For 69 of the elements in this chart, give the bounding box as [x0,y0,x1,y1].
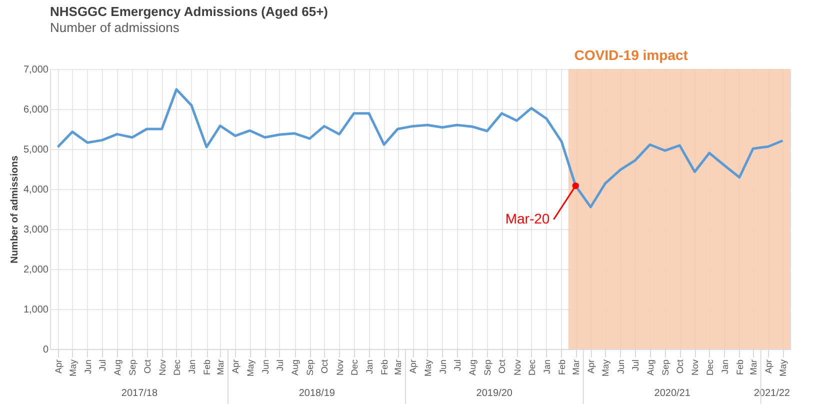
y-tick-label: 0 [42,344,49,356]
x-tick-label: Jun [438,360,448,374]
x-tick-label: Nov [157,359,168,376]
x-tick-label: Feb [202,360,212,376]
x-tick-label: Sep [660,360,671,376]
x-tick-label: Jul [630,360,640,372]
x-tick-label: Feb [556,360,567,376]
x-tick-label: Apr [586,360,596,374]
x-tick-label: Jun [260,360,270,374]
band-label: COVID-19 impact [574,47,688,63]
x-tick-label: Apr [764,360,774,374]
annotation: Mar-20 [505,210,550,226]
text: 2018/19 [298,388,336,399]
x-tick-label: Sep [482,360,493,376]
x-tick-label: Jul [274,360,285,372]
x-tick-label: Mar [571,360,582,375]
text: 2019/20 [476,388,513,399]
x-tick-label: Jul [452,360,462,372]
x-tick-label: May [778,359,788,377]
x-tick-label: Jun [82,360,93,374]
x-tick-label: Oct [675,359,686,374]
x-tick-label: May [600,359,611,377]
chart-title: NHSGGC Emergency Admissions (Aged 65+) [50,4,328,19]
x-tick-label: Jan [542,360,552,374]
x-tick-label: May [245,359,256,377]
text: 2020/21 [654,388,691,399]
x-tick-label: Feb [734,360,745,376]
x-tick-label: May [68,359,78,377]
x-tick-label: May [422,359,433,377]
x-tick-label: Aug [468,360,478,376]
x-tick-label: Apr [408,360,418,374]
x-tick-label: Mar [748,360,759,375]
y-axis-title: Number of admissions [9,155,20,264]
y-tick-label: 4,000 [23,184,49,196]
x-tick-label: Sep [305,360,316,376]
x-tick-label: Apr [230,360,241,374]
x-tick-label: Feb [380,360,390,376]
x-tick-label: Oct [142,359,152,374]
x-tick-label: Apr [53,360,64,374]
x-tick-label: Dec [349,359,360,376]
y-tick-label: 7,000 [23,64,49,76]
x-tick-label: Aug [645,360,656,376]
y-tick-label: 6,000 [23,104,49,116]
x-tick-label: Dec [704,359,715,376]
y-tick-label: 3,000 [23,224,49,236]
x-tick-label: Jul [98,360,108,372]
x-tick-label: Jun [616,360,626,374]
x-tick-label: Jan [364,360,374,374]
text: 2021/22 [754,388,790,399]
x-tick-label: Nov [334,359,345,376]
chart-subtitle: Number of admissions [50,20,180,35]
x-tick-label: Jan [186,360,197,374]
x-tick-label: Aug [112,360,123,376]
x-tick-label: Dec [526,359,537,376]
x-tick-label: Sep [128,360,138,376]
x-tick-label: Oct [497,359,508,374]
line-series [56,88,784,208]
x-tick-label: Jan [720,360,730,374]
x-tick-label: Mar [216,360,226,375]
x-tick-label: Nov [690,359,700,376]
x-tick-label: Aug [290,360,300,376]
text: 2017/18 [121,388,158,399]
x-tick-label: Dec [172,359,182,376]
y-tick-label: 5,000 [23,144,49,156]
x-tick-label: Oct [320,359,330,374]
x-tick-label: Nov [512,359,522,376]
x-tick-label: Mar [393,360,404,375]
y-tick-label: 2,000 [23,264,49,276]
y-tick-label: 1,000 [23,304,49,316]
